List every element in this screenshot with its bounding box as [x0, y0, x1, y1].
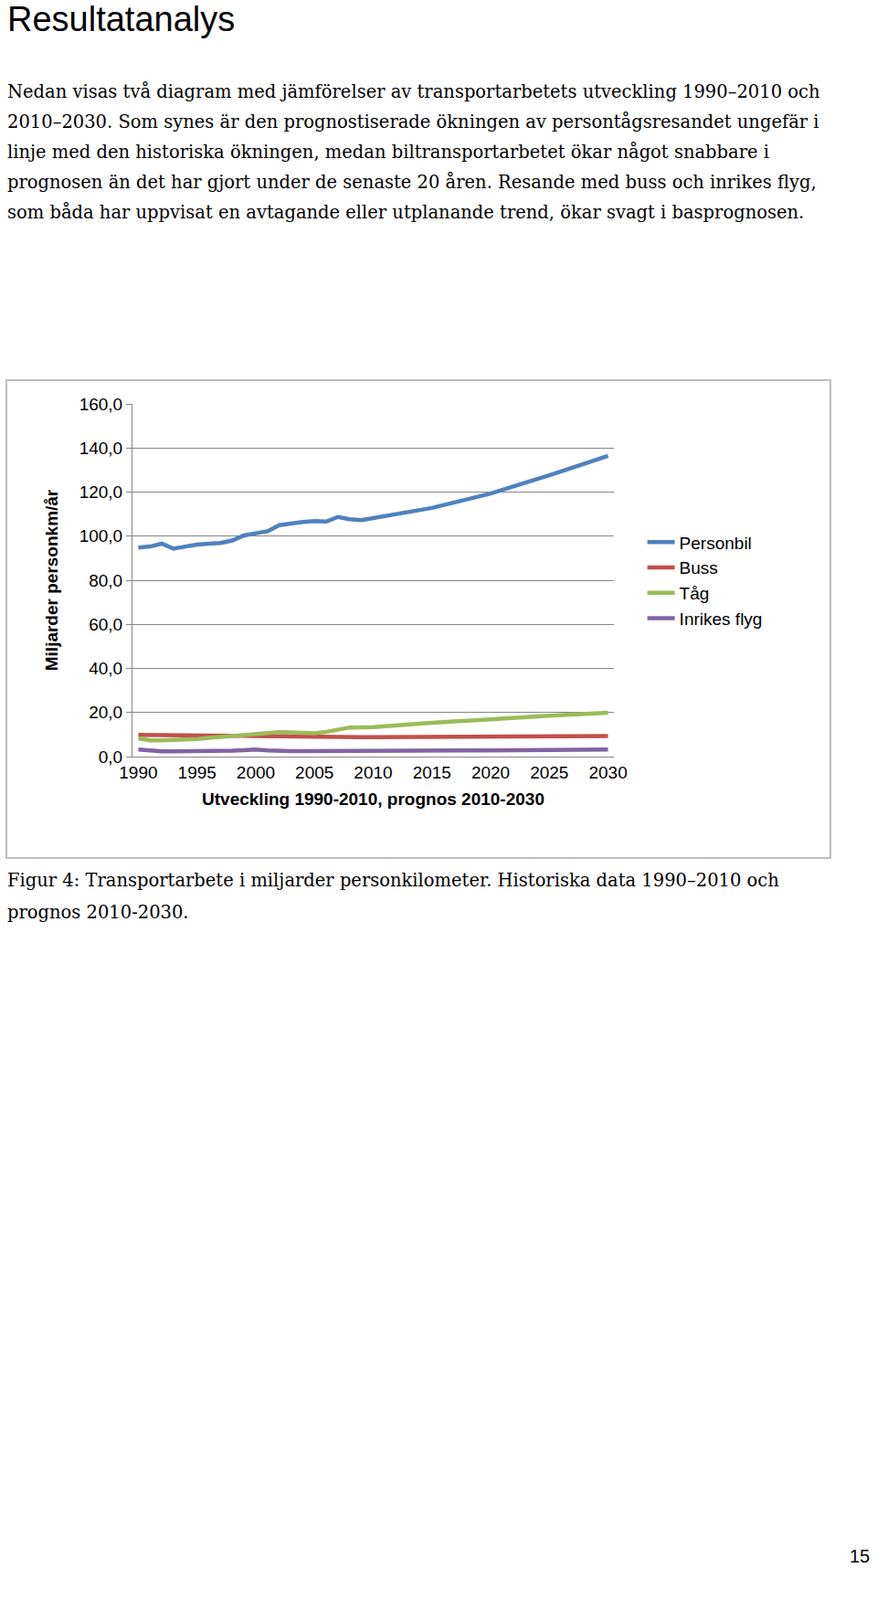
svg-text:20,0: 20,0: [88, 702, 123, 722]
svg-text:Buss: Buss: [679, 558, 719, 578]
svg-text:80,0: 80,0: [88, 570, 123, 591]
svg-text:2025: 2025: [529, 762, 569, 782]
svg-text:120,0: 120,0: [79, 482, 124, 502]
svg-text:Miljarder personkm/år: Miljarder personkm/år: [42, 488, 62, 671]
svg-text:Personbil: Personbil: [679, 533, 752, 553]
svg-text:140,0: 140,0: [79, 438, 124, 458]
html-text:15: 15: [849, 1545, 870, 1566]
svg-text:1990: 1990: [118, 762, 158, 782]
svg-text:Inrikes flyg: Inrikes flyg: [679, 609, 763, 629]
svg-text:0,0: 0,0: [98, 747, 123, 767]
svg-text:2010: 2010: [353, 762, 392, 782]
svg-text:160,0: 160,0: [79, 394, 124, 414]
svg-text:Utveckling 1990-2010, prognos: Utveckling 1990-2010, prognos 2010-2030: [201, 789, 545, 809]
svg-text:2020: 2020: [471, 762, 510, 782]
svg-text:Tåg: Tåg: [679, 583, 710, 603]
svg-text:2005: 2005: [295, 762, 334, 782]
svg-text:2030: 2030: [588, 762, 627, 782]
svg-text:60,0: 60,0: [88, 614, 123, 634]
html-text:Figur 4: Transportarbete i mil: Figur 4: Transportarbete i miljarder per…: [7, 869, 780, 923]
html-text:Resultatanalys: Resultatanalys: [7, 0, 236, 39]
html-text:Nedan visas två diagram med jä: Nedan visas två diagram med jämförelser …: [7, 81, 820, 223]
svg-text:40,0: 40,0: [88, 658, 123, 678]
svg-text:1995: 1995: [178, 762, 217, 782]
svg-text:100,0: 100,0: [79, 526, 124, 546]
svg-text:2015: 2015: [412, 762, 452, 782]
svg-text:2000: 2000: [236, 762, 275, 782]
